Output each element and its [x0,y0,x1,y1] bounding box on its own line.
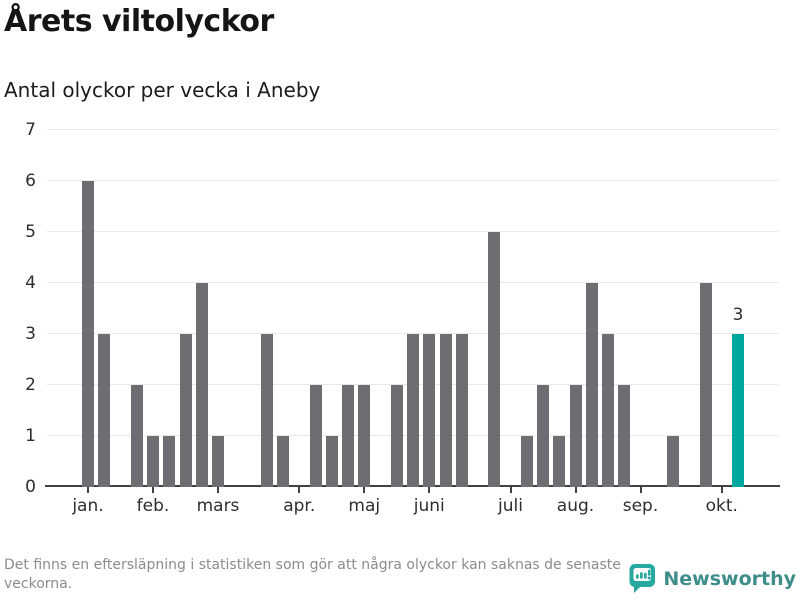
newsworthy-wordmark: Newsworthy [663,567,796,590]
bar-week-26 [488,232,501,487]
bar-week-16 [325,436,338,487]
x-axis-tick-maj [363,487,366,493]
bar-week-37 [667,436,679,487]
newsworthy-icon [629,564,656,593]
bar-week-2 [98,334,111,487]
y-axis-label: 4 [25,273,36,293]
bar-week-18 [358,385,371,487]
y-axis-label: 2 [25,375,36,395]
x-axis-tick-apr [298,487,301,493]
bar-week-8 [195,283,208,487]
newsworthy-logo: Newsworthy [629,563,796,594]
bar-week-15 [309,385,322,487]
x-axis-month-label: aug. [556,496,595,516]
x-axis-month-label: jan. [72,496,104,516]
x-axis-month-label: maj [348,496,381,516]
x-axis-tick-mars [217,487,219,493]
y-axis-label: 6 [25,171,36,191]
bar-week-13 [277,436,289,487]
chart-subtitle: Antal olyckor per vecka i Aneby [4,78,321,102]
bar-week-33 [602,334,614,487]
bar-week-22 [423,334,436,487]
bar-week-21 [407,334,419,487]
x-axis-month-label: feb. [136,496,170,516]
x-axis-tick-feb [152,487,154,493]
gridline-y5 [47,231,778,232]
footnote: Det finns en eftersläpning i statistiken… [4,557,621,592]
x-axis-month-label: apr. [283,496,316,516]
bar-week-12 [260,334,273,487]
bar-week-39 [699,283,712,487]
y-axis-label: 0 [25,477,36,497]
bar-week-4 [130,385,143,487]
bar-week-29 [537,385,549,487]
highlight-value-label: 3 [732,305,744,325]
x-axis-month-label: mars [196,496,240,516]
bar-week-9 [212,436,224,487]
bar-week-41 [732,334,744,487]
bar-week-34 [618,385,631,487]
y-axis-label: 5 [25,222,36,242]
bar-week-28 [520,436,533,487]
bar-week-31 [569,385,582,487]
x-axis-month-label: juni [413,496,445,516]
x-axis-month-label: okt. [705,496,738,516]
page-title: Årets viltolyckor [4,4,274,39]
x-axis-tick-aug [574,487,577,493]
bar-week-24 [455,334,468,487]
y-axis-label: 3 [25,324,36,344]
x-axis-tick-okt [720,487,723,493]
gridline-y3 [47,333,778,334]
bar-week-30 [553,436,566,487]
x-axis-tick-sep [639,487,642,493]
bar-week-1 [82,181,94,487]
bar-week-6 [163,436,176,487]
x-axis-month-label: sep. [622,496,659,516]
y-axis-label: 1 [25,426,36,446]
bar-week-17 [342,385,354,487]
bar-week-5 [147,436,159,487]
y-axis-label: 7 [25,120,36,140]
bar-week-20 [390,385,403,487]
gridline-y6 [47,180,778,181]
x-axis-month-label: juli [498,496,523,516]
bar-week-7 [179,334,192,487]
bar-week-23 [439,334,452,487]
x-axis-tick-juli [509,487,512,493]
gridline-y7 [47,129,778,130]
x-axis-tick-jan [87,487,89,493]
gridline-y4 [47,282,778,283]
x-axis-tick-juni [428,487,431,493]
bar-week-32 [585,283,598,487]
